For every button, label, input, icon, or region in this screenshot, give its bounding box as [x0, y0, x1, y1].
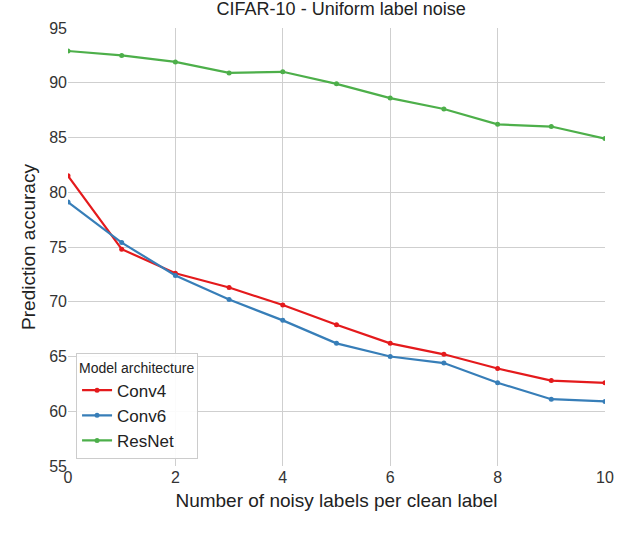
svg-text:0: 0: [64, 469, 73, 486]
svg-text:75: 75: [49, 239, 67, 256]
svg-text:Conv4: Conv4: [117, 382, 166, 401]
svg-text:CIFAR-10 - Uniform label noise: CIFAR-10 - Uniform label noise: [217, 0, 466, 19]
svg-text:80: 80: [49, 184, 67, 201]
svg-text:Prediction accuracy: Prediction accuracy: [18, 164, 39, 330]
svg-text:Model architecture: Model architecture: [79, 360, 194, 376]
svg-text:10: 10: [596, 469, 614, 486]
svg-text:55: 55: [49, 458, 67, 475]
svg-text:Conv6: Conv6: [117, 407, 166, 426]
svg-text:60: 60: [49, 403, 67, 420]
svg-text:6: 6: [386, 469, 395, 486]
svg-text:2: 2: [171, 469, 180, 486]
svg-text:90: 90: [49, 74, 67, 91]
svg-text:ResNet: ResNet: [117, 432, 174, 451]
svg-text:85: 85: [49, 129, 67, 146]
svg-text:Number of noisy labels per cle: Number of noisy labels per clean label: [175, 490, 497, 511]
svg-text:65: 65: [49, 348, 67, 365]
svg-text:95: 95: [49, 20, 67, 37]
svg-text:8: 8: [493, 469, 502, 486]
svg-text:4: 4: [278, 469, 287, 486]
svg-text:70: 70: [49, 293, 67, 310]
